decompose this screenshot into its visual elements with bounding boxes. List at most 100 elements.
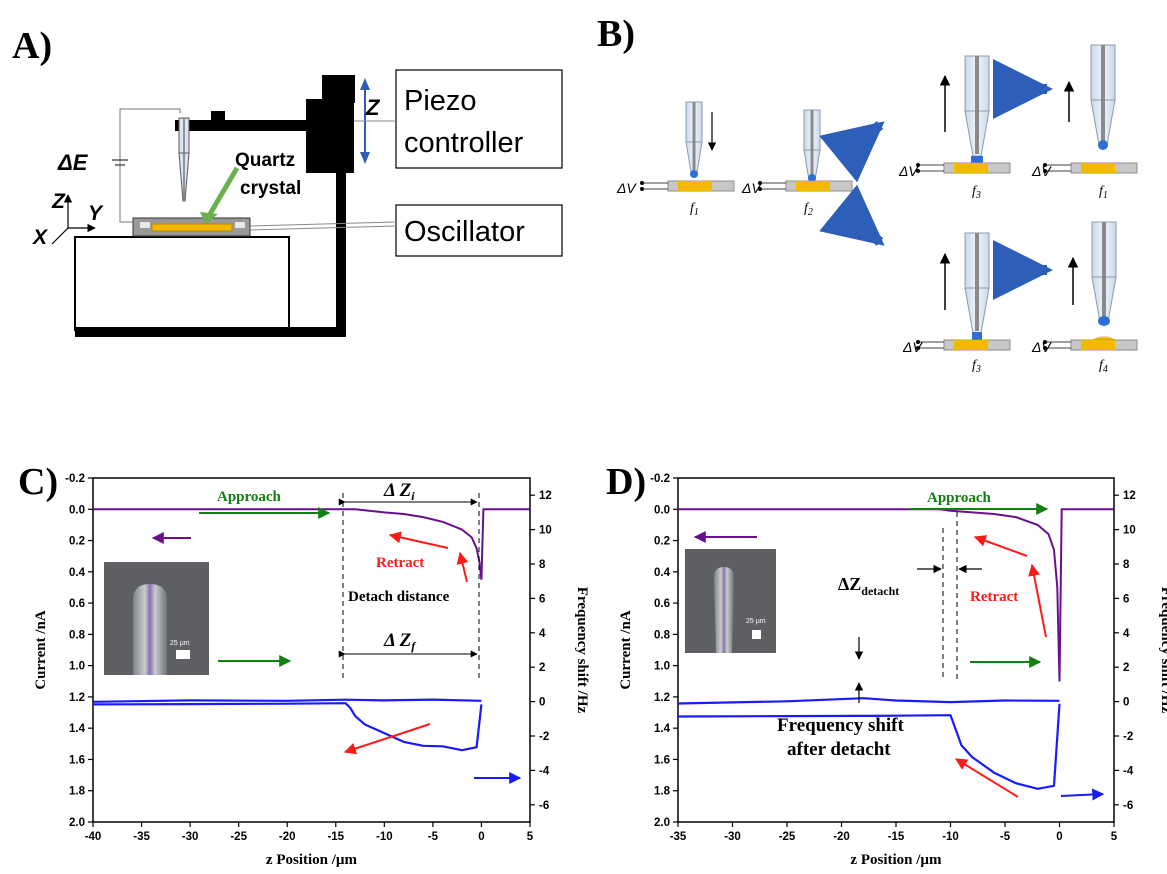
svg-text:f2: f2 (804, 201, 813, 218)
scale-label: 25 µm (746, 618, 766, 625)
y-right-tick-label: -6 (1123, 800, 1133, 812)
chart-d-annotations: ΔZdetacht Approach Retract Frequency shi… (693, 490, 1105, 801)
freq-shift-after-detach-line2: after detacht (787, 739, 891, 760)
panel-a-label: A) (12, 25, 52, 67)
oscillator-label: Oscillator (404, 216, 525, 248)
y-right-tick-label: 4 (1123, 628, 1130, 640)
x-tick-label: -20 (279, 831, 296, 843)
frequency-axis-arrow (1060, 788, 1105, 801)
dv-label: ΔV (741, 180, 762, 196)
piezo-block (306, 99, 354, 173)
x-tick-label: -25 (779, 831, 796, 843)
dv-label: ΔV (898, 163, 919, 179)
retract-label: Retract (376, 555, 424, 571)
x-tick-label: -35 (133, 831, 150, 843)
x-tick-label: 0 (478, 831, 484, 843)
y-left-tick-label: 0.2 (69, 536, 85, 548)
y-left-tick-label: 0.6 (654, 598, 670, 610)
x-tick-label: 5 (527, 831, 534, 843)
y-right-tick-label: 6 (1123, 593, 1129, 605)
y-left-tick-label: 2.0 (69, 817, 85, 829)
chart-d-axes: -35 -30 -25 -20 -15 -10 -5 0 5-0.20.00.20.40.60.… (618, 473, 1167, 868)
quartz-pointer-arrow (207, 166, 240, 216)
x-axis-title: z Position /µm (266, 852, 358, 868)
step-f1: ΔV f1 (616, 101, 735, 218)
y-right-axis-title: Frequency shift /Hz (1158, 587, 1167, 714)
y-right-tick-label: 6 (539, 593, 545, 605)
y-left-tick-label: 0.8 (654, 629, 671, 641)
y-left-tick-label: 1.0 (654, 661, 670, 673)
y-left-tick-label: 0.4 (654, 567, 671, 579)
y-left-tick-label: 0.8 (69, 629, 86, 641)
current-trace (1058, 508, 1114, 682)
quartz-label-line1: Quartz (235, 150, 295, 171)
x-tick-label: -5 (428, 831, 439, 843)
y-left-tick-label: 0.0 (654, 504, 670, 516)
retract-arrow-bottom (343, 723, 431, 755)
y-right-tick-label: 4 (539, 628, 546, 640)
pipette-image (714, 567, 734, 653)
z-label: Z (365, 95, 381, 120)
axis-y-label: Y (88, 202, 104, 225)
panel-a: A) ΔE Z Piezo controller (12, 25, 563, 337)
pipette-image (133, 584, 167, 675)
y-left-tick-label: -0.2 (650, 473, 670, 485)
frequency-trace (92, 698, 482, 703)
oscillator-box (395, 204, 563, 257)
dv-label: ΔV (616, 180, 637, 196)
y-left-tick-label: 1.6 (654, 754, 670, 766)
retract-arrow-bottom (954, 758, 1019, 798)
y-right-tick-label: 8 (539, 559, 546, 571)
x-tick-label: -10 (376, 831, 393, 843)
y-left-tick-label: 1.4 (654, 723, 671, 735)
y-left-tick-label: 1.6 (69, 754, 85, 766)
y-left-tick-label: 1.8 (654, 786, 671, 798)
chart-c-annotations: Δ Zi Δ Zf Detach distance Approach Retra… (151, 480, 522, 784)
pipette-holder-arm (175, 120, 315, 131)
x-tick-label: -30 (724, 831, 741, 843)
x-tick-label: 0 (1056, 831, 1062, 843)
y-left-tick-label: 0.0 (69, 504, 85, 516)
x-tick-label: -30 (182, 831, 199, 843)
svg-text:f1: f1 (690, 201, 699, 218)
delta-z-detach-label: ΔZdetacht (838, 574, 899, 598)
scale-bar (176, 650, 190, 659)
chart-c: C) -40 -35 -30 -25 -20 -15 -10 -5 0 5-0.20.00.20.… (18, 461, 590, 868)
x-tick-label: -20 (833, 831, 850, 843)
svg-text:f1: f1 (1099, 184, 1108, 201)
micrograph-inset-c: 25 µm (104, 562, 209, 675)
chart-c-axes: -40 -35 -30 -25 -20 -15 -10 -5 0 5-0.20.00.20.40.… (33, 473, 590, 868)
retract-arrow-top (973, 535, 1028, 557)
y-right-tick-label: -2 (539, 731, 549, 743)
step-f2: ΔV f2 (741, 109, 853, 218)
approach-label: Approach (217, 489, 282, 505)
retract-label: Retract (970, 589, 1018, 605)
y-right-tick-label: -2 (1123, 731, 1133, 743)
y-right-tick-label: 12 (539, 490, 552, 502)
step-f3-lower: ΔV f3 (902, 232, 1011, 375)
micrograph-inset-d: 25 µm (685, 549, 776, 653)
y-right-tick-label: 0 (1123, 697, 1129, 709)
chart-d: D) -35 -30 -25 -20 -15 -10 -5 0 5-0.20.00.20.40.… (606, 461, 1167, 868)
dv-label: ΔV (1031, 163, 1052, 179)
sample-stage (74, 236, 290, 331)
y-right-tick-label: -4 (1123, 765, 1134, 777)
panel-c-label: C) (18, 461, 58, 503)
y-left-tick-label: 1.2 (654, 692, 670, 704)
y-left-tick-label: 1.2 (69, 692, 85, 704)
x-axis-title: z Position /µm (850, 852, 942, 868)
piezo-controller-box (395, 69, 563, 169)
plot-frame (92, 477, 531, 823)
piezo-label-line1: Piezo (404, 85, 477, 117)
y-right-tick-label: 2 (539, 662, 545, 674)
panel-b: B) ΔV f1 ΔV f2 ΔV f3 (597, 13, 1138, 375)
y-left-tick-label: 0.2 (654, 536, 670, 548)
branch-arrow-down (819, 184, 885, 246)
delta-zi-label: Δ Zi (383, 480, 415, 503)
chart-c-series (92, 508, 530, 752)
svg-text:f3: f3 (972, 184, 981, 201)
dv-label: ΔV (1031, 339, 1052, 355)
piezo-label-line2: controller (404, 127, 524, 159)
freq-shift-after-detach-line1: Frequency shift (777, 715, 905, 736)
panel-d-label: D) (606, 461, 646, 503)
